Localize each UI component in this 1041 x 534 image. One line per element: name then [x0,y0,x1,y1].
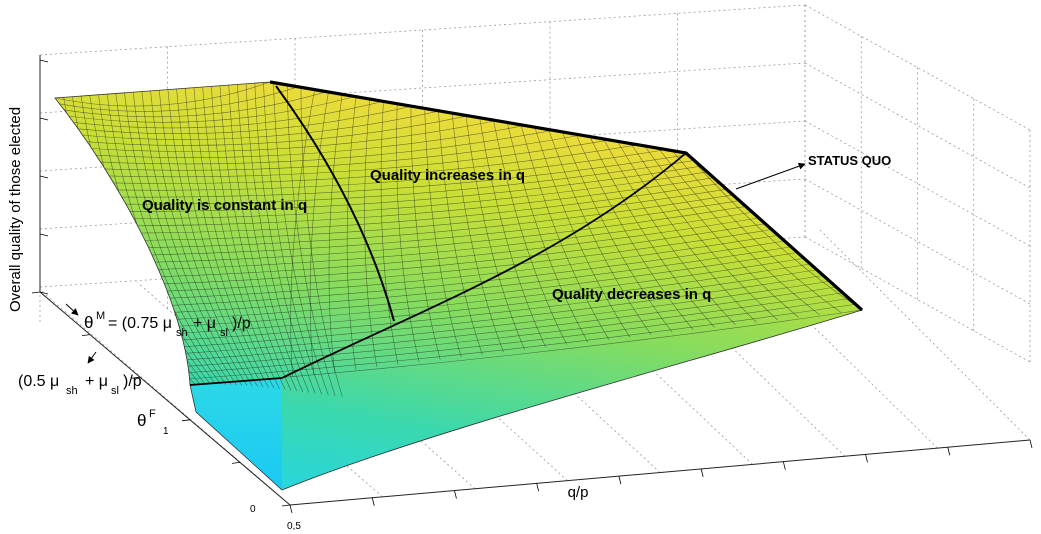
annotation-status-quo: STATUS QUO [735,153,891,190]
z-axis-label: Overall quality of those elected [7,107,24,312]
svg-text:STATUS QUO: STATUS QUO [808,153,891,168]
svg-text:sl: sl [111,385,119,397]
region-label-increases: Quality increases in q [370,167,525,184]
region-boundaries [189,80,864,386]
svg-text:θ: θ [84,313,93,332]
svg-text:θ: θ [137,411,146,430]
x-axis-label: q/p [568,484,589,501]
annotation-half: (0.5 μ sh + μ sl )/p [18,351,142,397]
axis-box-edges [39,55,1031,506]
svg-text:sh: sh [66,385,78,397]
quality-surface [54,81,863,491]
svg-text:(0.5 μ: (0.5 μ [18,373,59,390]
svg-text:M: M [96,310,105,322]
surface-cliff [190,378,282,490]
axis-ticks [31,59,1033,514]
svg-text:F: F [149,408,156,420]
annotation-theta-m: θ M = (0.75 μ sh + μ sl )/p [65,303,251,339]
svg-text:+ μ: + μ [193,315,216,332]
surface-outline [54,81,863,491]
region-label-constant: Quality is constant in q [142,197,307,214]
y-tick-label-0: 0 [250,504,256,515]
y-axis-label: θ F [137,408,156,430]
svg-text:)/p: )/p [232,315,251,332]
y-tick-label-1: 1 [163,426,169,437]
svg-text:sl: sl [220,327,228,339]
svg-text:sh: sh [176,327,188,339]
svg-text:)/p: )/p [123,373,142,390]
x-tick-label: 0,5 [287,521,301,532]
svg-text:= (0.75 μ: = (0.75 μ [108,315,172,332]
region-label-decreases: Quality decreases in q [552,286,711,303]
svg-text:+ μ: + μ [85,373,108,390]
